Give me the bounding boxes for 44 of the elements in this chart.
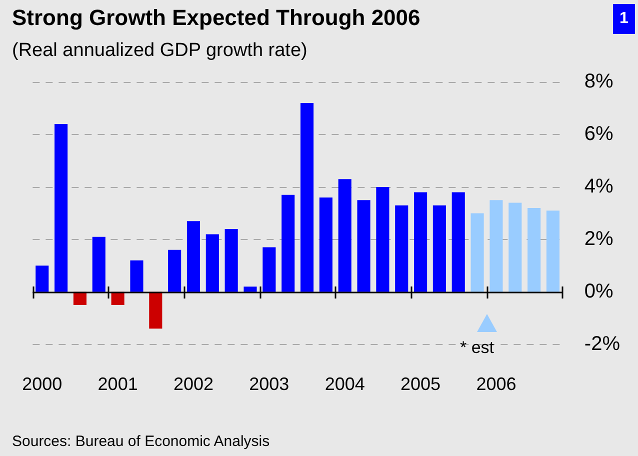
- bar: [376, 186, 390, 292]
- x-tick-label: 2006: [476, 374, 516, 394]
- x-tick-label: 2002: [173, 374, 214, 394]
- bar: [470, 213, 484, 292]
- y-tick-label: 0%: [584, 280, 614, 302]
- bar: [490, 200, 503, 292]
- y-tick-label: -2%: [584, 332, 620, 355]
- bar: [282, 194, 295, 292]
- bar: [432, 205, 446, 292]
- bar: [546, 210, 560, 292]
- bar: [92, 236, 106, 292]
- y-tick-label: 2%: [584, 228, 614, 250]
- chart-subtitle: (Real annualized GDP growth rate): [12, 40, 308, 62]
- y-tick-label: 4%: [584, 175, 614, 198]
- text: 1: [613, 4, 635, 34]
- bar: [262, 247, 276, 292]
- bar: [186, 221, 200, 292]
- y-tick-label: 8%: [584, 70, 614, 93]
- bar: [300, 102, 314, 292]
- source-note: Sources: Bureau of Economic Analysis: [12, 433, 270, 450]
- chart-title: Strong Growth Expected Through 2006: [12, 5, 420, 31]
- bar: [54, 124, 68, 292]
- annotation: * est: [460, 338, 494, 358]
- bar: [528, 208, 541, 292]
- bar: [319, 197, 332, 292]
- bar: [168, 250, 182, 292]
- x-tick-label: 2000: [22, 374, 62, 394]
- x-tick-label: 2005: [400, 374, 441, 394]
- bar: [414, 192, 428, 292]
- bar: [206, 234, 219, 292]
- x-tick-label: 2003: [249, 374, 290, 394]
- bar: [357, 200, 370, 292]
- x-tick-label: 2004: [324, 374, 365, 394]
- y-tick-label: 6%: [584, 122, 614, 145]
- bar: [338, 179, 352, 292]
- x-tick-label: 2001: [98, 374, 138, 394]
- bar: [130, 260, 144, 292]
- bar: [244, 286, 257, 292]
- bar: [149, 292, 162, 329]
- bar: [452, 192, 465, 292]
- bar: [508, 202, 522, 292]
- bar: [36, 266, 49, 292]
- bar: [224, 228, 238, 292]
- bar: [395, 205, 408, 292]
